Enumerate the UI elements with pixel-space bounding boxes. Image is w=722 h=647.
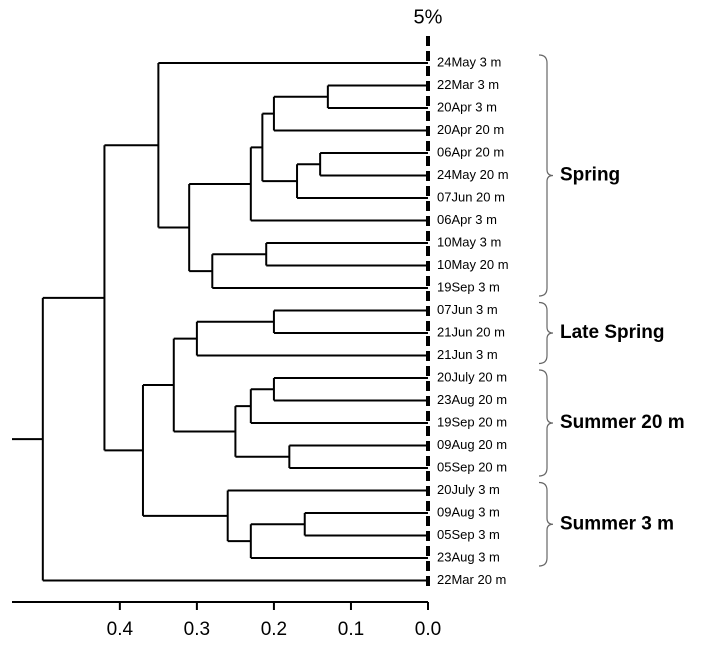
leaf-label: 21Jun 3 m (437, 347, 498, 362)
leaf-label: 20Apr 3 m (437, 99, 497, 114)
leaf-label: 05Sep 20 m (437, 459, 507, 474)
group-bracket (538, 481, 554, 567)
leaf-label: 19Sep 3 m (437, 279, 500, 294)
leaf-label: 22Mar 20 m (437, 572, 506, 587)
leaf-label: 10May 20 m (437, 257, 509, 272)
group-bracket (538, 301, 554, 365)
x-tick-label: 0.2 (261, 619, 287, 640)
group-label: Summer 3 m (560, 513, 674, 534)
leaf-label: 07Jun 20 m (437, 189, 505, 204)
leaf-label: 22Mar 3 m (437, 77, 499, 92)
leaf-label: 19Sep 20 m (437, 414, 507, 429)
leaf-label: 23Aug 20 m (437, 392, 507, 407)
leaf-label: 20Apr 20 m (437, 122, 504, 137)
group-label: Summer 20 m (560, 412, 685, 433)
leaf-label: 23Aug 3 m (437, 549, 500, 564)
x-tick-label: 0.4 (107, 619, 134, 640)
leaf-label: 06Apr 3 m (437, 212, 497, 227)
leaf-label: 24May 3 m (437, 54, 501, 69)
group-bracket (538, 369, 554, 477)
leaf-label: 09Aug 3 m (437, 504, 500, 519)
leaf-label: 20July 20 m (437, 369, 507, 384)
leaf-label: 06Apr 20 m (437, 144, 504, 159)
leaf-label: 20July 3 m (437, 482, 500, 497)
leaf-label: 24May 20 m (437, 167, 509, 182)
group-bracket (538, 54, 554, 297)
leaf-label: 10May 3 m (437, 234, 501, 249)
x-tick-label: 0.0 (415, 619, 441, 640)
x-tick-label: 0.3 (184, 619, 210, 640)
group-label: Late Spring (560, 322, 665, 343)
leaf-label: 21Jun 20 m (437, 324, 505, 339)
leaf-label: 05Sep 3 m (437, 527, 500, 542)
leaf-label: 07Jun 3 m (437, 302, 498, 317)
leaf-label: 09Aug 20 m (437, 437, 507, 452)
x-tick-label: 0.1 (338, 619, 364, 640)
group-label: Spring (560, 165, 620, 186)
chart-title: 5% (414, 6, 443, 28)
